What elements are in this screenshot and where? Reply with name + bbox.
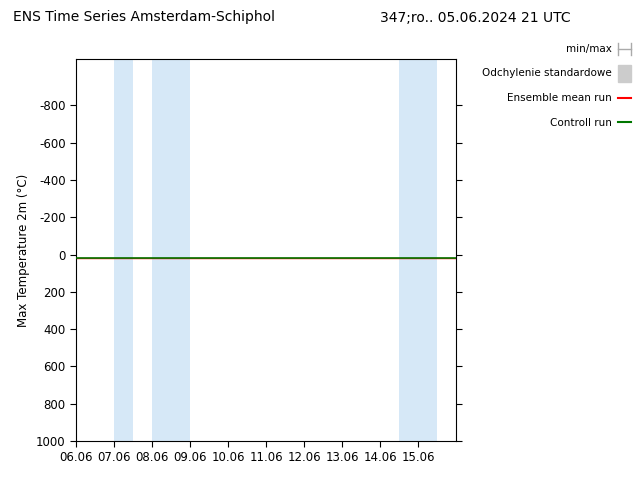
Text: min/max: min/max [566,44,612,54]
Bar [152,59,190,441]
Bar [456,59,476,441]
Bar [114,59,133,441]
Text: 347;ro.. 05.06.2024 21 UTC: 347;ro.. 05.06.2024 21 UTC [380,10,571,24]
Text: ENS Time Series Amsterdam-Schiphol: ENS Time Series Amsterdam-Schiphol [13,10,275,24]
Text: Odchylenie standardowe: Odchylenie standardowe [482,69,612,78]
Bar [399,59,437,441]
Y-axis label: Max Temperature 2m (°C): Max Temperature 2m (°C) [18,173,30,326]
Text: Ensemble mean run: Ensemble mean run [507,93,612,103]
Text: Controll run: Controll run [550,118,612,127]
